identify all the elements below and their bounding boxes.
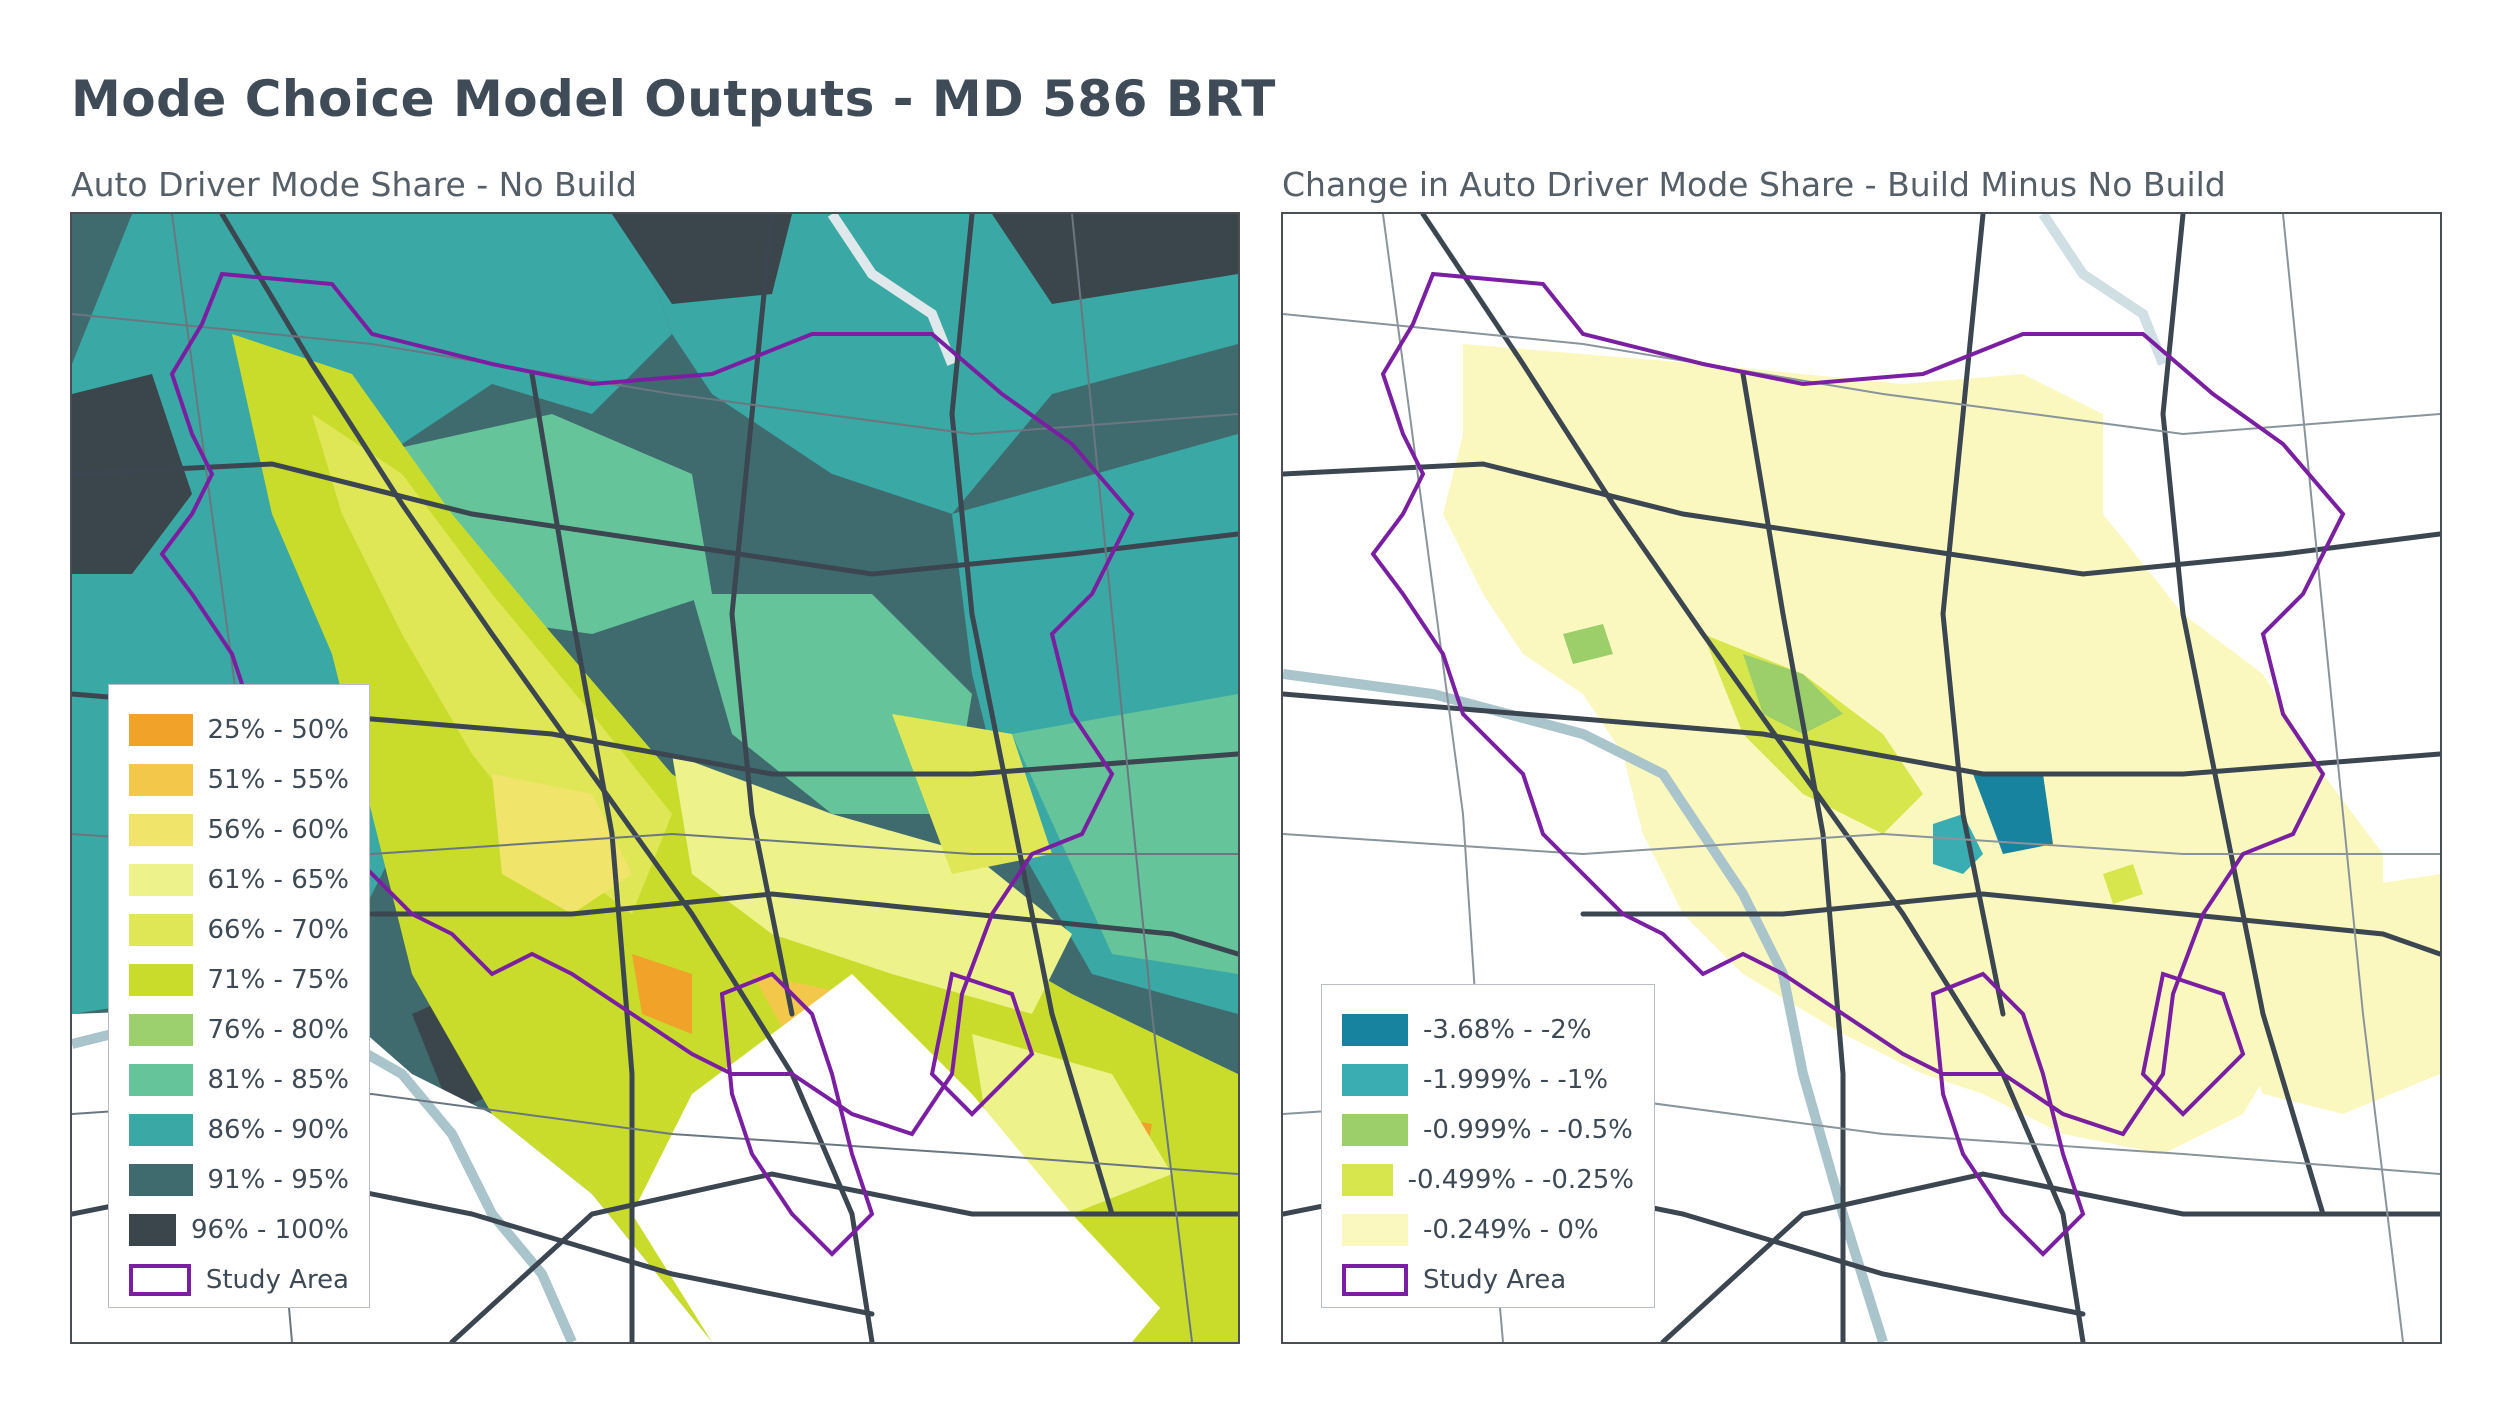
- right-reservoir: [2038, 214, 2168, 366]
- left-legend-swatch: [129, 1264, 191, 1296]
- left-map-panel[interactable]: 25% - 50% 51% - 55% 56% - 60% 61% - 65% 66% …: [70, 212, 1240, 1344]
- left-legend-label: 86% - 90%: [207, 1115, 350, 1145]
- left-legend-label: 56% - 60%: [207, 815, 350, 845]
- left-legend-swatch: [129, 1164, 193, 1196]
- left-region-dark-1: [612, 214, 792, 304]
- left-study-area-south: [719, 971, 875, 1257]
- left-map-canvas[interactable]: [72, 214, 1238, 1342]
- right-legend-label: Study Area: [1423, 1265, 1567, 1295]
- left-legend-item: 76% - 80%: [129, 1005, 349, 1055]
- left-legend-swatch: [129, 1064, 193, 1096]
- right-map-panel[interactable]: -3.68% - -2% -1.999% - -1% -0.999% - -0.5%…: [1281, 212, 2442, 1344]
- right-legend-label: -0.249% - 0%: [1423, 1215, 1599, 1245]
- left-map-subtitle: Auto Driver Mode Share - No Build: [71, 165, 637, 204]
- left-region-yellow-5: [892, 714, 1052, 874]
- left-legend-item: 61% - 65%: [129, 855, 349, 905]
- right-region-largest-decrease: [1973, 774, 2053, 854]
- right-legend-item: -0.499% - -0.25%: [1342, 1155, 1634, 1205]
- right-legend-swatch: [1342, 1264, 1408, 1296]
- left-region-nodata-south: [632, 974, 1192, 1342]
- right-legend-item: -0.249% - 0%: [1342, 1205, 1634, 1255]
- left-legend-swatch: [129, 914, 193, 946]
- left-study-area-boundary: [159, 271, 1135, 1137]
- left-legend-swatch: [129, 1214, 176, 1246]
- left-legend-item: 25% - 50%: [129, 705, 349, 755]
- left-region-dark-5: [812, 474, 952, 634]
- left-region-yellow-2: [672, 754, 1072, 1014]
- right-study-area-southeast: [2140, 971, 2246, 1117]
- right-study-area-south: [1930, 971, 2086, 1257]
- right-legend-label: -0.499% - -0.25%: [1407, 1165, 1634, 1195]
- left-legend-label: 71% - 75%: [207, 965, 350, 995]
- left-region-lightteal-3: [1012, 694, 1238, 974]
- left-region-dark-2: [992, 214, 1238, 304]
- left-legend-swatch: [129, 764, 193, 796]
- left-map-legend: 25% - 50% 51% - 55% 56% - 60% 61% - 65% 66% …: [108, 684, 370, 1308]
- left-reservoir: [827, 214, 957, 366]
- left-legend-item: 66% - 70%: [129, 905, 349, 955]
- right-region-small-east: [2103, 864, 2143, 904]
- left-legend-label: 61% - 65%: [207, 865, 350, 895]
- right-legend-item: -3.68% - -2%: [1342, 1005, 1634, 1055]
- right-legend-item: -0.999% - -0.5%: [1342, 1105, 1634, 1155]
- right-map-subtitle: Change in Auto Driver Mode Share - Build…: [1282, 165, 2226, 204]
- left-legend-swatch: [129, 1114, 193, 1146]
- right-region-moderate-west: [1563, 624, 1613, 664]
- left-legend-label: 91% - 95%: [207, 1165, 350, 1195]
- left-region-orange-2: [632, 954, 692, 1034]
- left-legend-item: 71% - 75%: [129, 955, 349, 1005]
- right-legend-swatch: [1342, 1114, 1408, 1146]
- left-legend-item: 91% - 95%: [129, 1155, 349, 1205]
- right-legend-list: -3.68% - -2% -1.999% - -1% -0.999% - -0.5%…: [1342, 1005, 1634, 1305]
- right-study-area-boundary: [1370, 271, 2346, 1137]
- right-legend-label: -3.68% - -2%: [1423, 1015, 1592, 1045]
- left-region-dark-3: [72, 374, 192, 574]
- left-legend-item: 96% - 100%: [129, 1205, 349, 1255]
- left-legend-label: 96% - 100%: [190, 1215, 349, 1245]
- left-legend-item: 81% - 85%: [129, 1055, 349, 1105]
- left-legend-label: Study Area: [205, 1265, 349, 1295]
- left-legend-label: 25% - 50%: [207, 715, 350, 745]
- left-legend-item: Study Area: [129, 1255, 349, 1305]
- right-legend-item: Study Area: [1342, 1255, 1634, 1305]
- left-region-lightteal-2: [692, 594, 972, 814]
- left-region-yellow-3: [492, 774, 632, 914]
- left-study-area-southeast: [929, 971, 1035, 1117]
- right-legend-swatch: [1342, 1014, 1408, 1046]
- right-legend-swatch: [1342, 1164, 1393, 1196]
- left-legend-swatch: [129, 714, 193, 746]
- left-legend-label: 66% - 70%: [207, 915, 350, 945]
- right-legend-swatch: [1342, 1064, 1408, 1096]
- right-legend-item: -1.999% - -1%: [1342, 1055, 1634, 1105]
- left-legend-swatch: [129, 864, 193, 896]
- right-road-network: [1283, 214, 2440, 1342]
- right-legend-label: -0.999% - -0.5%: [1423, 1115, 1633, 1145]
- right-region-moderate-decrease: [1743, 654, 1843, 734]
- left-legend-item: 51% - 55%: [129, 755, 349, 805]
- left-legend-label: 81% - 85%: [207, 1065, 350, 1095]
- right-region-minimal-change: [1443, 344, 2383, 1154]
- page-title: Mode Choice Model Outputs - MD 586 BRT: [71, 70, 1276, 128]
- left-legend-label: 76% - 80%: [207, 1015, 350, 1045]
- left-legend-item: 86% - 90%: [129, 1105, 349, 1155]
- left-legend-label: 51% - 55%: [207, 765, 350, 795]
- left-region-yellow-1: [312, 414, 672, 914]
- right-legend-swatch: [1342, 1214, 1408, 1246]
- left-legend-item: 56% - 60%: [129, 805, 349, 855]
- left-legend-swatch: [129, 1014, 193, 1046]
- right-legend-label: -1.999% - -1%: [1423, 1065, 1609, 1095]
- right-map-legend: -3.68% - -2% -1.999% - -1% -0.999% - -0.5%…: [1321, 984, 1655, 1308]
- left-legend-swatch: [129, 814, 193, 846]
- left-legend-swatch: [129, 964, 193, 996]
- left-legend-list: 25% - 50% 51% - 55% 56% - 60% 61% - 65% 66% …: [129, 705, 349, 1305]
